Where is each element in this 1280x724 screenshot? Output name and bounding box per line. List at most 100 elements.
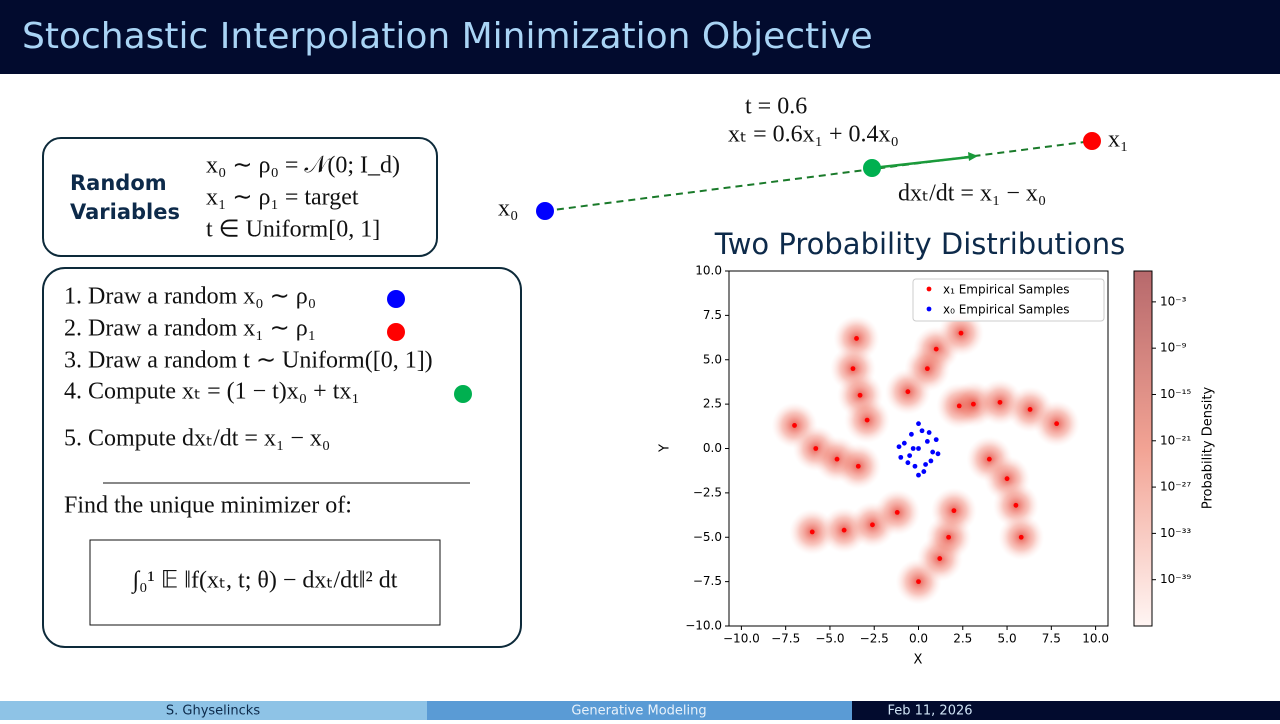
sample-point xyxy=(916,421,921,427)
y-tick-label: 5.0 xyxy=(703,352,722,366)
x-tick-label: 7.5 xyxy=(1042,632,1061,646)
x1-label: x₁ xyxy=(1108,127,1128,153)
objective-box xyxy=(89,539,441,626)
y-tick-label: 7.5 xyxy=(703,308,722,322)
colorbar-tick-label: 10⁻²¹ xyxy=(1160,433,1191,447)
sample-point xyxy=(1018,534,1024,540)
sample-point xyxy=(937,556,943,561)
sample-point xyxy=(1013,502,1019,508)
legend-entry: x₀ Empirical Samples xyxy=(943,303,1070,317)
x-tick-label: 10.0 xyxy=(1082,632,1109,646)
x-axis-label: X xyxy=(914,653,923,668)
objective: ∫₀¹ 𝔼 ‖f(xₜ, t; θ) − dxₜ/dt‖² dt xyxy=(131,568,398,595)
sample-point xyxy=(854,336,859,341)
step: 1. Draw a random x₀ ∼ ρ₀ xyxy=(64,284,316,310)
sample-point xyxy=(792,423,797,428)
footer-topic: Generative Modeling xyxy=(571,704,706,719)
find-text: Find the unique minimizer of: xyxy=(64,493,352,519)
colorbar-tick-label: 10⁻³ xyxy=(1160,294,1187,308)
sample-point xyxy=(916,472,921,478)
sample-point xyxy=(933,437,939,443)
y-tick-label: 10.0 xyxy=(695,264,722,278)
sample-point xyxy=(956,403,962,409)
variables-label: Random xyxy=(70,171,167,195)
footer-segment xyxy=(427,701,852,720)
colorbar xyxy=(1133,270,1153,627)
chart-title: Two Probability Distributions xyxy=(714,227,1125,261)
xt-label: xₜ = 0.6x₁ + 0.4x₀ xyxy=(728,122,899,148)
x-tick-label: 5.0 xyxy=(998,632,1017,646)
y-tick-label: −2.5 xyxy=(693,485,722,499)
sample-point xyxy=(1054,421,1060,427)
x0-label: x₀ xyxy=(498,196,518,222)
sample-point xyxy=(907,453,913,458)
y-tick-label: −10.0 xyxy=(685,619,722,633)
variable-line: x₀ ∼ ρ₀ = 𝒩(0; I_d) xyxy=(206,153,400,179)
legend-entry: x₁ Empirical Samples xyxy=(943,283,1070,297)
step: 3. Draw a random t ∼ Uniform([0, 1]) xyxy=(64,348,433,374)
step: 2. Draw a random x₁ ∼ ρ₁ xyxy=(64,316,316,342)
y-tick-label: 0.0 xyxy=(703,441,722,455)
sample-point xyxy=(971,401,976,407)
sample-point xyxy=(813,446,819,451)
variable-line: x₁ ∼ ρ₁ = target xyxy=(206,185,359,211)
step: 4. Compute xₜ = (1 − t)x₀ + tx₁ xyxy=(64,379,360,405)
x-tick-label: −2.5 xyxy=(860,632,889,646)
sample-point xyxy=(958,330,964,336)
footer-segment xyxy=(0,701,427,720)
sample-point xyxy=(986,456,992,462)
y-tick-label: −7.5 xyxy=(693,574,722,588)
velocity-arrow xyxy=(871,155,971,170)
x-tick-label: 0.0 xyxy=(909,632,928,646)
sample-point xyxy=(864,417,870,423)
sample-point xyxy=(946,534,952,540)
sample-point xyxy=(924,439,930,444)
colorbar-tick-label: 10⁻¹⁵ xyxy=(1160,387,1191,401)
sample-point xyxy=(912,463,918,469)
sample-point xyxy=(909,431,914,437)
sample-point xyxy=(935,451,941,457)
sample-point xyxy=(834,456,840,462)
footer-date: Feb 11, 2026 xyxy=(887,704,972,719)
xt-point xyxy=(863,159,881,177)
chart: Two Probability Distributions X Y Probab… xyxy=(658,227,1216,668)
derivative-label: dxₜ/dt = x₁ − x₀ xyxy=(898,181,1046,207)
sample-point xyxy=(841,527,847,533)
t-label: t = 0.6 xyxy=(745,94,807,120)
sample-point xyxy=(926,430,932,435)
colorbar-tick-label: 10⁻³⁹ xyxy=(1160,572,1191,586)
footer-segment xyxy=(852,701,1280,720)
x-tick-label: 2.5 xyxy=(953,632,972,646)
sample-point xyxy=(928,458,934,464)
x-tick-label: −5.0 xyxy=(815,632,844,646)
footer-author: S. Ghyselincks xyxy=(166,704,260,719)
legend-marker xyxy=(926,306,932,312)
color-dot xyxy=(454,385,472,403)
x0-point xyxy=(536,202,554,220)
sample-point xyxy=(916,446,921,451)
step: 5. Compute dxₜ/dt = x₁ − x₀ xyxy=(64,426,330,452)
colorbar-tick-label: 10⁻⁹ xyxy=(1160,341,1187,355)
sample-point xyxy=(896,444,902,450)
x-tick-label: −10.0 xyxy=(723,632,760,646)
variables-box xyxy=(42,137,438,257)
header-bar xyxy=(0,0,1280,74)
legend-box xyxy=(912,278,1105,322)
sample-point xyxy=(924,366,930,372)
sample-point xyxy=(850,366,856,372)
sample-point xyxy=(898,454,904,460)
sample-point xyxy=(905,460,911,466)
sample-point xyxy=(951,508,957,514)
sample-point xyxy=(930,449,936,455)
sample-point xyxy=(1027,407,1033,412)
sample-point xyxy=(997,399,1003,405)
slide-title: Stochastic Interpolation Minimization Ob… xyxy=(22,16,873,57)
steps-box xyxy=(42,267,522,648)
legend-marker xyxy=(926,286,932,292)
x-tick-label: −7.5 xyxy=(771,632,800,646)
color-dot xyxy=(387,290,405,308)
colorbar-label: Probability Density xyxy=(1201,387,1216,510)
sample-point xyxy=(933,346,939,352)
sample-point xyxy=(855,463,861,469)
